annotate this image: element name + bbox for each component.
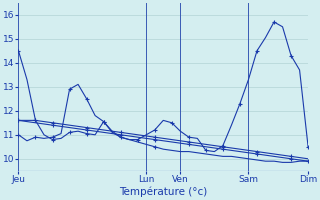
X-axis label: Température (°c): Température (°c) bbox=[119, 187, 207, 197]
